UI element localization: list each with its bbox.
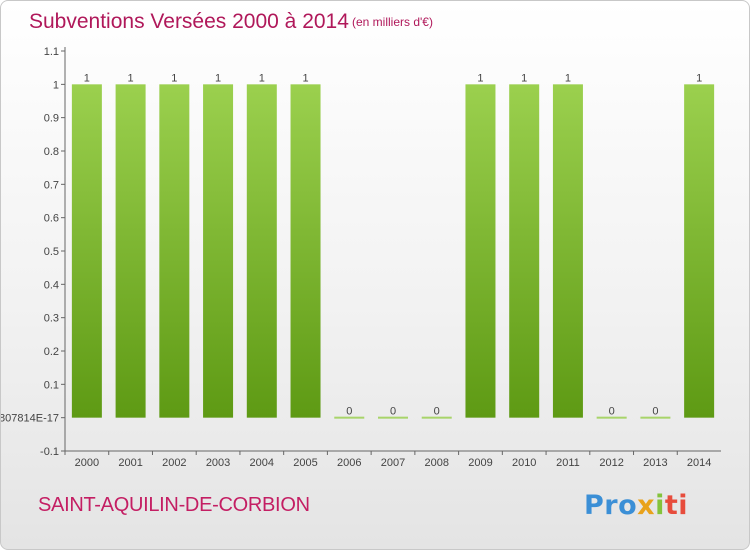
data-label: 0 (390, 406, 396, 418)
y-tick-label: 1 (53, 79, 59, 91)
bar (596, 416, 627, 419)
y-tick-label: -0.1 (40, 446, 59, 458)
x-tick-label: 2007 (381, 457, 405, 469)
y-tick-label: 0.7 (44, 179, 59, 191)
x-tick-label: 2009 (468, 457, 492, 469)
data-label: 1 (302, 72, 308, 84)
y-tick-label: 0.4 (44, 279, 59, 291)
x-tick-label: 2001 (118, 457, 142, 469)
x-tick-label: 2008 (424, 457, 448, 469)
x-tick-label: 2005 (293, 457, 317, 469)
y-tick-label: 0.2 (44, 346, 59, 358)
bar (640, 416, 671, 419)
y-tick-label: 0.1 (44, 379, 59, 391)
bar (684, 84, 715, 418)
chart-unit-subtitle: (en milliers d'€) (352, 15, 433, 29)
data-label: 0 (434, 406, 440, 418)
y-tick-label: 0.3 (44, 313, 59, 325)
x-tick-label: 2010 (512, 457, 536, 469)
bar (552, 84, 583, 418)
x-tick-label: 2003 (206, 457, 230, 469)
data-label: 0 (346, 406, 352, 418)
bar (509, 84, 540, 418)
bar (246, 84, 277, 418)
data-label: 1 (521, 72, 527, 84)
data-label: 1 (128, 72, 134, 84)
data-label: 1 (477, 72, 483, 84)
y-tick-label: 0.8 (44, 146, 59, 158)
y-tick-label: 1.3877787807814E-17 (1, 413, 59, 425)
data-label: 0 (609, 406, 615, 418)
bar (290, 84, 321, 418)
bar (378, 416, 408, 419)
data-label: 1 (171, 72, 177, 84)
x-tick-label: 2013 (643, 457, 667, 469)
y-tick-label: 0.6 (44, 213, 59, 225)
bar (465, 84, 496, 418)
y-tick-label: 1.1 (44, 46, 59, 58)
bar (203, 84, 234, 418)
x-tick-label: 2002 (162, 457, 186, 469)
x-tick-label: 2000 (75, 457, 99, 469)
data-label: 1 (84, 72, 90, 84)
data-label: 0 (652, 406, 658, 418)
data-label: 1 (565, 72, 571, 84)
y-tick-label: 0.5 (44, 246, 59, 258)
proxiti-logo: Proxiti (584, 490, 689, 521)
bar (71, 84, 102, 418)
data-label: 1 (259, 72, 265, 84)
chart-title: Subventions Versées 2000 à 2014 (29, 10, 349, 33)
data-label: 1 (215, 72, 221, 84)
x-tick-label: 2006 (337, 457, 361, 469)
x-tick-label: 2012 (599, 457, 623, 469)
bar (421, 416, 452, 419)
bar (115, 84, 146, 418)
x-tick-label: 2014 (687, 457, 711, 469)
y-tick-label: 0.9 (44, 113, 59, 125)
bar (334, 416, 365, 419)
x-tick-label: 2011 (556, 457, 580, 469)
x-tick-label: 2004 (250, 457, 274, 469)
commune-name: SAINT-AQUILIN-DE-CORBION (38, 494, 310, 516)
bar (159, 84, 190, 418)
data-label: 1 (696, 72, 702, 84)
